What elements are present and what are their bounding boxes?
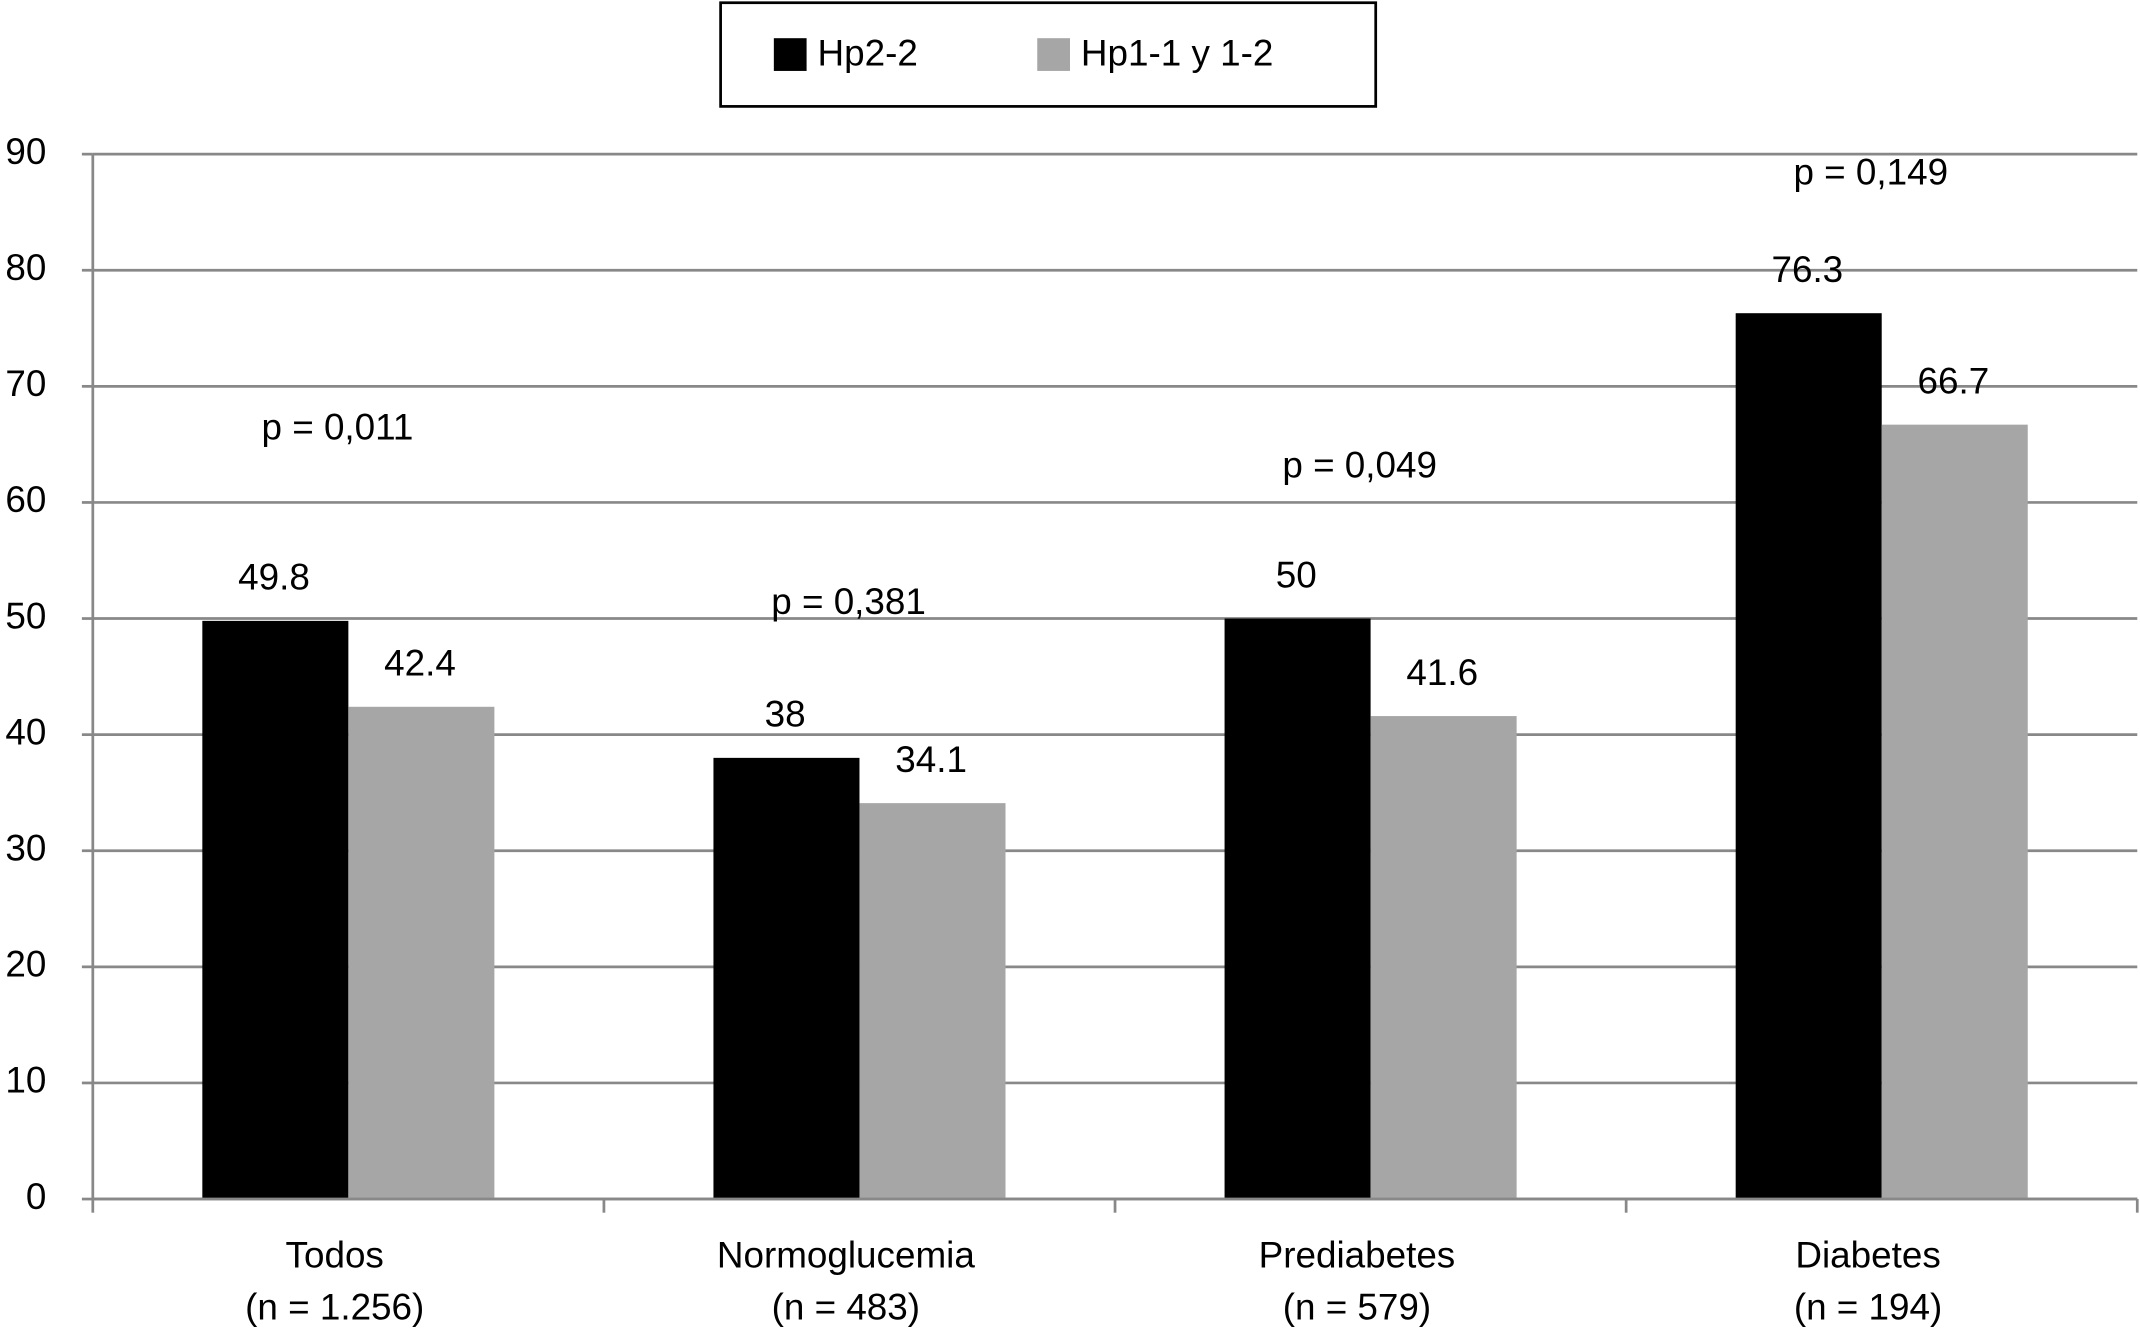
y-tick-label: 80 — [5, 247, 46, 288]
value-label: 34.1 — [895, 739, 967, 780]
bar — [713, 757, 860, 1200]
y-tick-label: 70 — [5, 363, 46, 404]
annotation: p = 0,149 — [1793, 151, 1948, 192]
x-tick-label: Prediabetes — [1259, 1234, 1456, 1275]
legend-label: Hp2-2 — [818, 33, 918, 74]
x-tick-label: Diabetes — [1795, 1234, 1940, 1275]
value-label: 76.3 — [1771, 249, 1843, 290]
x-tick-label: Todos — [286, 1234, 384, 1275]
annotation: p = 0,381 — [771, 581, 926, 622]
y-tick-label: 0 — [26, 1176, 46, 1217]
x-tick-sublabel: (n = 194) — [1794, 1286, 1942, 1327]
y-tick-label: 50 — [5, 595, 46, 636]
y-tick-label: 60 — [5, 479, 46, 520]
bar — [1735, 313, 1882, 1200]
y-tick-label: 40 — [5, 711, 46, 752]
value-label: 41.6 — [1406, 652, 1478, 693]
bar — [1881, 424, 2028, 1200]
annotation: p = 0,049 — [1282, 445, 1437, 486]
value-label: 49.8 — [238, 557, 310, 598]
legend-label: Hp1-1 y 1-2 — [1081, 33, 1273, 74]
value-label: 38 — [765, 694, 806, 735]
value-label: 66.7 — [1918, 360, 1990, 401]
x-tick-label: Normoglucemia — [717, 1234, 975, 1275]
y-tick-label: 10 — [5, 1060, 46, 1101]
y-tick-label: 20 — [5, 944, 46, 985]
bar — [348, 706, 495, 1200]
annotation: p = 0,011 — [261, 406, 413, 447]
bar — [1370, 716, 1517, 1200]
y-tick-label: 90 — [5, 131, 46, 172]
x-tick-sublabel: (n = 1.256) — [245, 1286, 424, 1327]
value-label: 50 — [1276, 554, 1317, 595]
bar — [202, 620, 349, 1200]
y-tick-label: 30 — [5, 827, 46, 868]
value-label: 42.4 — [384, 643, 456, 684]
legend-swatch — [1037, 38, 1070, 71]
x-tick-sublabel: (n = 579) — [1283, 1286, 1431, 1327]
bar — [859, 803, 1006, 1200]
bar — [1224, 618, 1371, 1200]
legend-swatch — [773, 38, 807, 71]
x-tick-sublabel: (n = 483) — [772, 1286, 920, 1327]
